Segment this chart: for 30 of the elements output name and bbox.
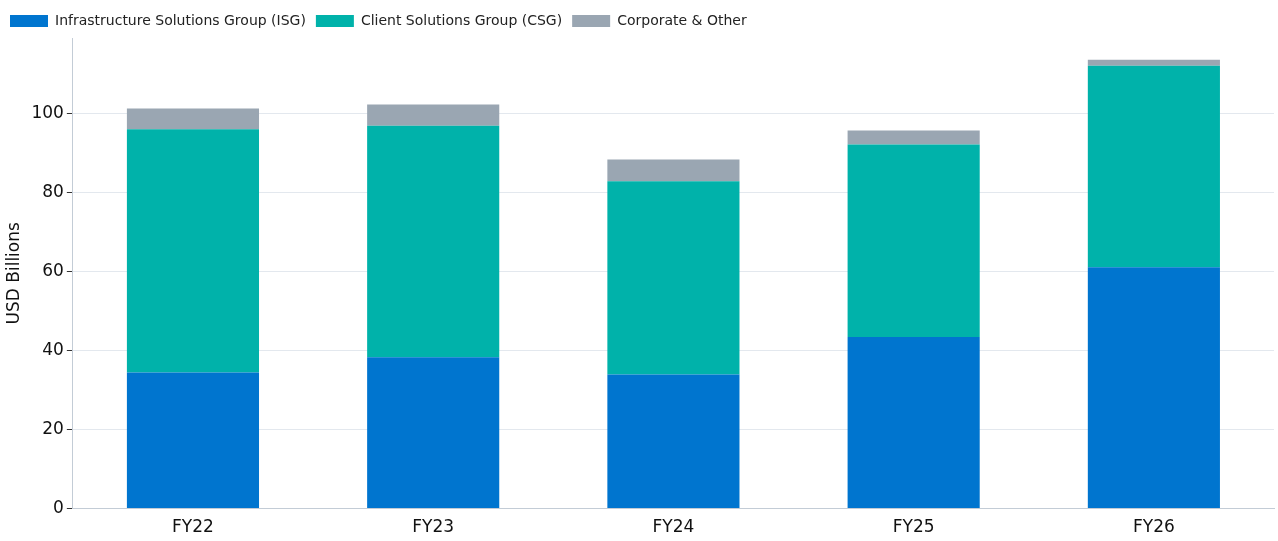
x-tick-label: FY26 <box>1132 516 1175 537</box>
y-tick-label: 40 <box>42 338 64 359</box>
bar <box>607 159 740 182</box>
x-tick-label: FY25 <box>892 516 935 537</box>
bar <box>847 144 980 337</box>
bar <box>607 181 740 375</box>
bar <box>126 108 260 130</box>
x-tick-label: FY22 <box>172 516 214 537</box>
bar <box>367 357 500 509</box>
bar <box>126 372 260 509</box>
bar <box>847 130 980 145</box>
legend-label: Infrastructure Solutions Group (ISG) <box>55 11 306 28</box>
y-axis-title: USD Billions <box>2 222 23 325</box>
bar <box>367 125 500 358</box>
y-tick-label: 80 <box>42 180 64 201</box>
bar <box>847 336 980 509</box>
bar <box>607 374 740 509</box>
legend-label: Client Solutions Group (CSG) <box>360 11 563 28</box>
bar <box>1087 267 1220 509</box>
y-tick-label: 60 <box>42 259 64 280</box>
bar <box>367 104 500 126</box>
legend-label: Corporate & Other <box>617 11 747 28</box>
x-tick-label: FY24 <box>652 516 695 537</box>
bar <box>126 129 260 373</box>
x-tick-label: FY23 <box>412 516 455 537</box>
y-tick-label: 100 <box>31 101 64 122</box>
y-tick-label: 20 <box>42 417 64 438</box>
bar <box>1087 59 1220 66</box>
bar <box>1087 65 1220 268</box>
y-tick-label: 0 <box>53 497 64 518</box>
